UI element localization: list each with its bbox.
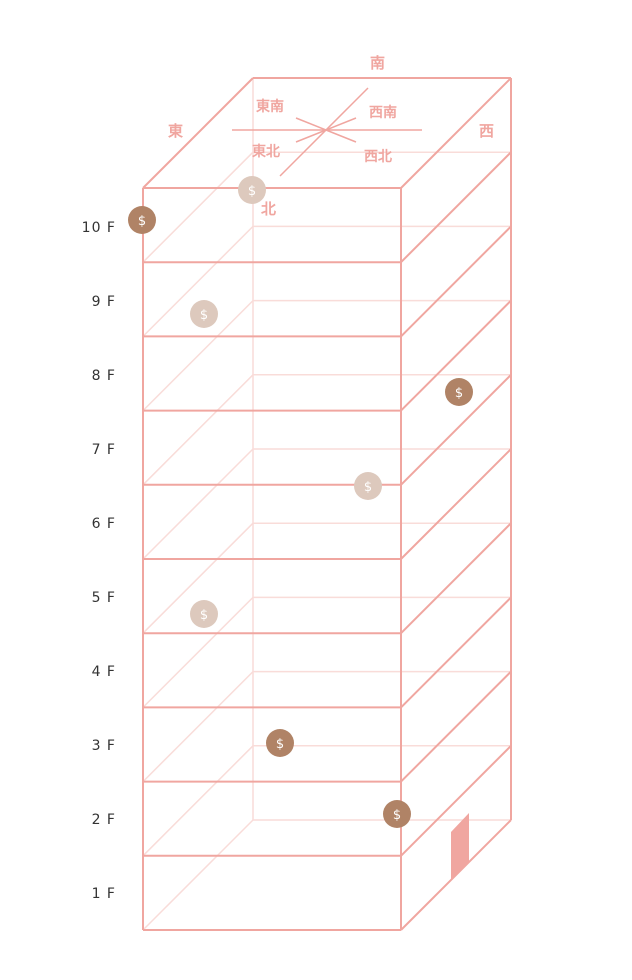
coin-symbol: $ — [248, 184, 256, 199]
coin-symbol: $ — [200, 308, 208, 323]
coin-icon-floor-3: $ — [266, 729, 294, 757]
floor-label-9: 9 F — [91, 294, 116, 310]
coin-icon-floor-10: $ — [238, 176, 266, 204]
floor-label-1: 1 F — [91, 886, 116, 902]
direction-west: 西 — [479, 122, 495, 140]
direction-southeast: 東南 — [256, 99, 284, 115]
floor-left-depth-line — [142, 671, 254, 783]
floor-right-depth-line — [400, 448, 512, 560]
direction-north: 北 — [261, 200, 277, 218]
roof-left-line — [142, 77, 254, 189]
floor-label-4: 4 F — [91, 664, 116, 680]
entrance-door — [451, 813, 469, 880]
direction-east: 東 — [168, 122, 184, 140]
compass-rose — [232, 87, 422, 177]
floor-right-depth-line — [400, 225, 512, 338]
floor-right-depth-line — [400, 374, 512, 486]
floor-right-depth-line — [400, 596, 512, 709]
floor-left-depth-line — [142, 596, 254, 708]
building-back-edges — [142, 78, 511, 931]
roof-right-line — [400, 77, 512, 189]
coin-circle — [128, 206, 156, 234]
floor-label-7: 7 F — [91, 442, 116, 458]
coin-circle — [190, 300, 218, 328]
compass-ray — [295, 117, 327, 131]
door-panel — [451, 813, 469, 880]
coin-symbol: $ — [455, 386, 463, 401]
compass-ray — [325, 129, 357, 143]
compass-ray — [295, 129, 327, 143]
floor-label-6: 6 F — [91, 516, 116, 532]
coin-markers: $ $ $ $ $ $ $ $ — [128, 176, 473, 828]
coin-circle — [190, 600, 218, 628]
floor-left-depth-line — [142, 448, 254, 560]
coin-icon-floor-8: $ — [445, 378, 473, 406]
floor-right-depth-line — [400, 745, 512, 857]
floor-label-10: 10 F — [81, 220, 116, 236]
coin-icon-floor-7: $ — [354, 472, 382, 500]
coin-icon-floor-9: $ — [190, 300, 218, 328]
floor-left-depth-line — [142, 745, 254, 857]
base-left-depth-line — [142, 819, 254, 931]
direction-south: 南 — [370, 54, 386, 72]
coin-symbol: $ — [393, 808, 401, 823]
coin-circle — [383, 800, 411, 828]
direction-northeast: 東北 — [252, 144, 280, 160]
coin-circle — [266, 729, 294, 757]
floor-right-depth-line — [400, 522, 512, 634]
floor-left-depth-line — [142, 225, 254, 337]
floor-left-depth-line — [142, 522, 254, 634]
coin-icon-floor-2: $ — [383, 800, 411, 828]
floor-right-depth-line — [400, 151, 512, 263]
direction-northwest: 西北 — [364, 149, 392, 165]
floor-left-depth-line — [142, 374, 254, 486]
direction-southwest: 西南 — [369, 105, 397, 121]
floor-left-depth-line — [142, 300, 254, 412]
coin-symbol: $ — [200, 608, 208, 623]
coin-icon-floor-10: $ — [128, 206, 156, 234]
compass-diagonal-line — [279, 87, 369, 177]
floor-label-5: 5 F — [91, 590, 116, 606]
floor-label-8: 8 F — [91, 368, 116, 384]
coin-circle — [354, 472, 382, 500]
compass-ray — [325, 117, 357, 131]
coin-symbol: $ — [364, 480, 372, 495]
coin-symbol: $ — [138, 214, 146, 229]
floor-left-depth-line — [142, 151, 254, 263]
coin-circle — [238, 176, 266, 204]
coin-icon-floor-5: $ — [190, 600, 218, 628]
floor-right-depth-line — [400, 670, 512, 783]
floor-label-3: 3 F — [91, 738, 116, 754]
floor-label-2: 2 F — [91, 812, 116, 828]
coin-circle — [445, 378, 473, 406]
floor-right-depth-line — [400, 299, 512, 412]
coin-symbol: $ — [276, 737, 284, 752]
